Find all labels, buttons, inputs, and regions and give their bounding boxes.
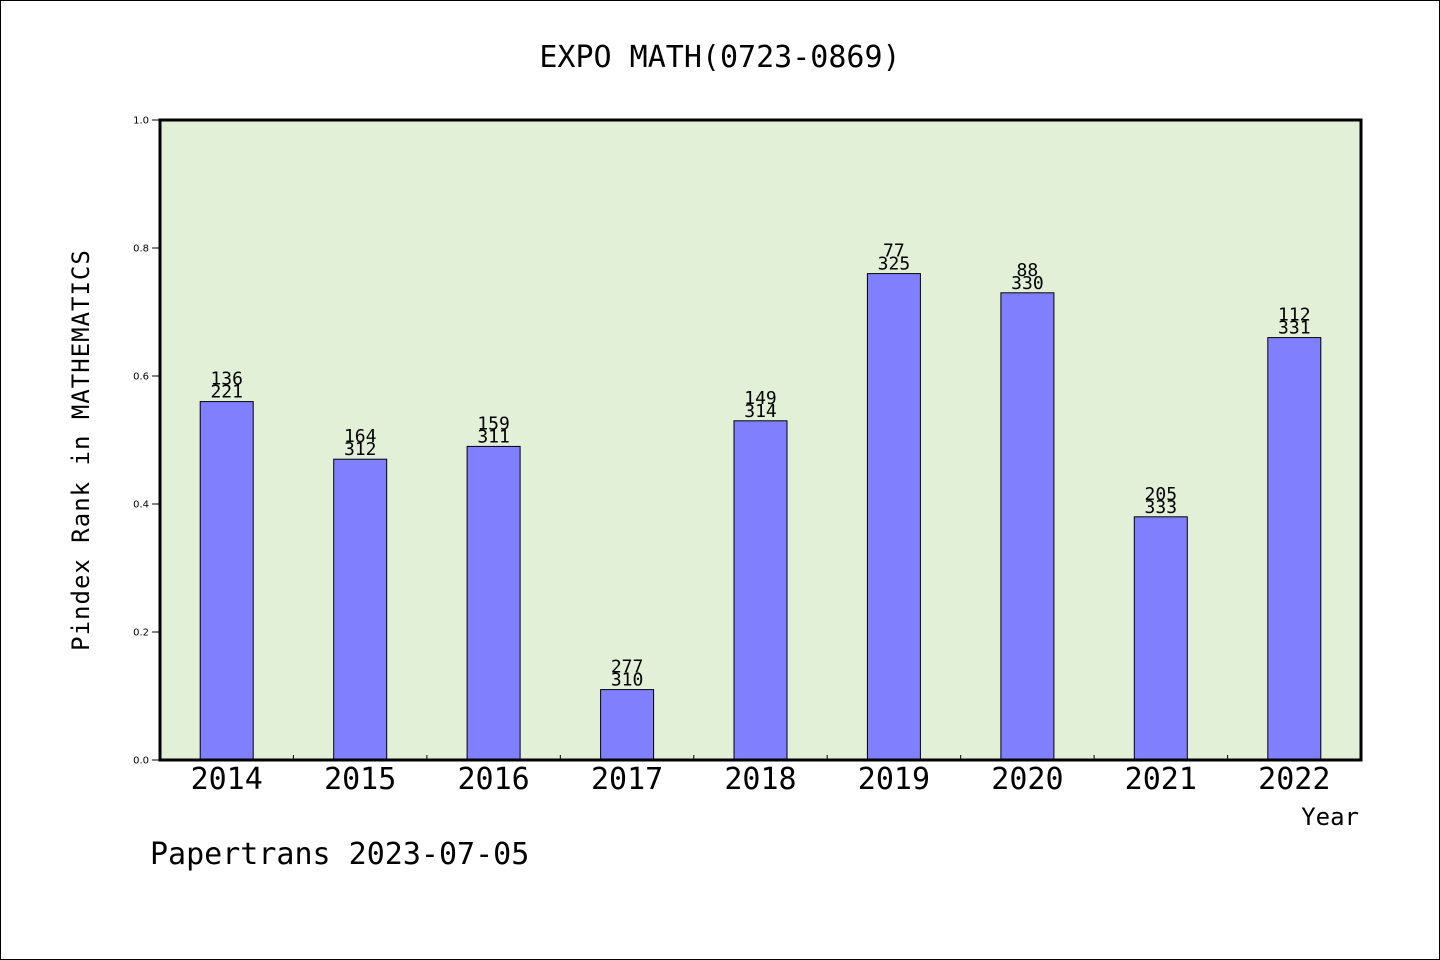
plot-border bbox=[158, 118, 1363, 762]
y-tick-label: 0.6 bbox=[133, 372, 149, 383]
x-tick-label-2015: 2015 bbox=[324, 762, 396, 797]
bar-2014 bbox=[199, 401, 254, 761]
bar-2015 bbox=[333, 458, 388, 761]
rank-label-2017: 277 bbox=[611, 657, 644, 678]
y-tick-label: 1.0 bbox=[133, 116, 149, 127]
x-tick-label-2016: 2016 bbox=[457, 762, 529, 797]
rank-label-2022: 112 bbox=[1278, 305, 1311, 326]
bar-2020 bbox=[1000, 292, 1055, 761]
bars-group bbox=[199, 273, 1322, 761]
footer-text: Papertrans 2023-07-05 bbox=[150, 837, 529, 872]
x-tick-label-2022: 2022 bbox=[1258, 762, 1330, 797]
x-tick-label-2019: 2019 bbox=[858, 762, 930, 797]
x-axis-label: Year bbox=[1301, 803, 1359, 831]
total-label-2014: 221 bbox=[210, 382, 243, 403]
y-tick-label: 0.0 bbox=[133, 756, 149, 767]
rank-label-2014: 136 bbox=[210, 369, 243, 390]
total-label-2019: 325 bbox=[878, 254, 911, 275]
bar-2016 bbox=[466, 445, 521, 761]
chart-title: EXPO MATH(0723-0869) bbox=[539, 40, 900, 75]
x-axis: 2014 2015 2016 2017 2018 2019 2020 2021 2022 bbox=[191, 755, 1330, 797]
y-axis: 0.0 0.2 0.4 0.6 0.8 1.0 bbox=[133, 116, 160, 767]
bar-2021 bbox=[1133, 516, 1188, 761]
bar-2022 bbox=[1267, 337, 1322, 761]
bar-2018 bbox=[733, 420, 788, 761]
total-label-2020: 330 bbox=[1011, 273, 1044, 294]
bar-2019 bbox=[866, 273, 921, 761]
rank-label-2015: 164 bbox=[344, 426, 377, 447]
rank-label-2019: 77 bbox=[883, 241, 905, 262]
total-label-2022: 331 bbox=[1278, 318, 1311, 339]
total-label-2018: 314 bbox=[744, 401, 777, 422]
y-tick-label: 0.4 bbox=[133, 500, 149, 511]
x-tick-label-2020: 2020 bbox=[991, 762, 1063, 797]
total-label-2017: 310 bbox=[611, 670, 644, 691]
bar-2017 bbox=[600, 689, 655, 761]
y-tick-label: 0.2 bbox=[133, 628, 149, 639]
rank-label-2016: 159 bbox=[477, 413, 510, 434]
total-label-2016: 311 bbox=[477, 426, 510, 447]
rank-label-2021: 205 bbox=[1145, 484, 1178, 505]
rank-label-2018: 149 bbox=[744, 388, 777, 409]
total-label-2021: 333 bbox=[1145, 497, 1178, 518]
y-tick-label: 0.8 bbox=[133, 244, 149, 255]
x-tick-label-2014: 2014 bbox=[191, 762, 263, 797]
x-tick-label-2017: 2017 bbox=[591, 762, 663, 797]
rank-label-2020: 88 bbox=[1017, 260, 1039, 281]
x-tick-label-2021: 2021 bbox=[1125, 762, 1197, 797]
x-tick-label-2018: 2018 bbox=[724, 762, 796, 797]
y-axis-label: Pindex Rank in MATHEMATICS bbox=[67, 249, 95, 651]
total-label-2015: 312 bbox=[344, 439, 377, 460]
